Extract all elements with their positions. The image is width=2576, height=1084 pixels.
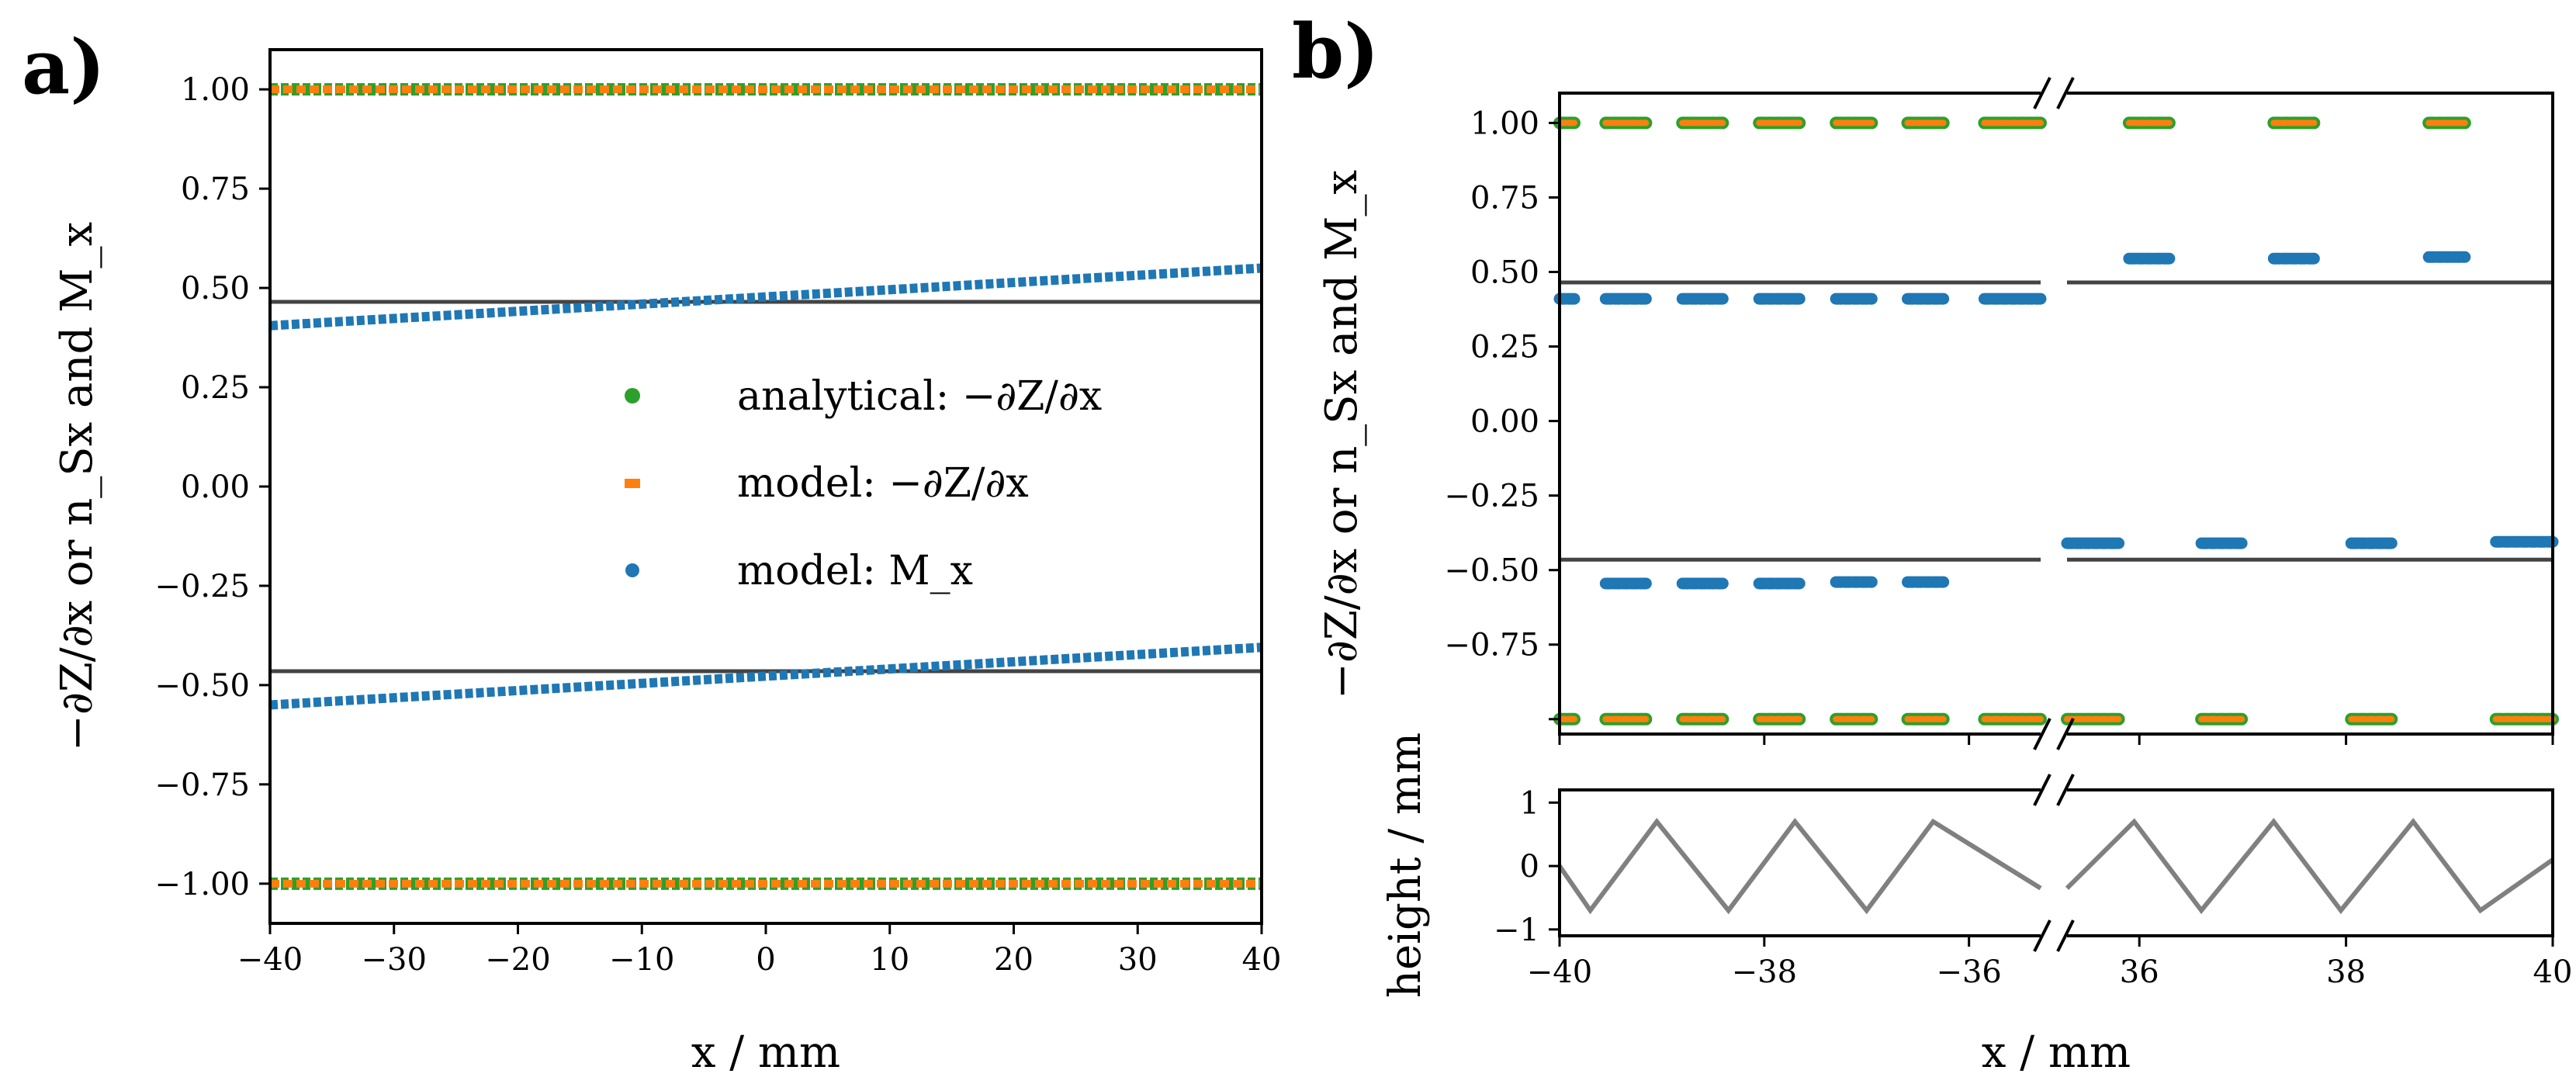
panel-b-top-frame-right xyxy=(2067,92,2554,736)
series-2-segment-1 xyxy=(269,642,1262,710)
panel-b-xlabel: x / mm xyxy=(1982,1027,2131,1078)
x-tick-label: 0 xyxy=(756,942,775,978)
panel-b-top-frame-left xyxy=(1558,92,2041,736)
y-tick-label: 1.00 xyxy=(181,72,250,108)
x-tick-label: −20 xyxy=(485,942,550,978)
x-tick-label: 30 xyxy=(1118,942,1158,978)
panel-b-bottom-frame-left xyxy=(1558,788,2041,937)
legend-marker-model-mx xyxy=(625,563,639,577)
x-tick-label: −40 xyxy=(1527,954,1592,990)
y-tick-label: −1.00 xyxy=(154,867,250,902)
x-tick-label: −40 xyxy=(237,942,303,978)
series-2-segment-0 xyxy=(269,263,1262,331)
panel-b-bottom-plot: 1 0 −1 −40 −38 −36 36 38 40 xyxy=(1494,774,2572,990)
y-tick-label: −0.25 xyxy=(1444,479,1539,514)
y-tick-label: 0.00 xyxy=(181,469,250,505)
panel-a-plot: −40 −30 −20 −10 0 10 20 30 40 1.00 0.75 0.50 0.25 0.… xyxy=(154,48,1282,978)
y-tick-label: 0.25 xyxy=(1470,330,1539,365)
x-tick-label: −36 xyxy=(1936,954,2001,990)
y-tick-label: −0.25 xyxy=(154,569,250,604)
y-tick-label: 0.25 xyxy=(181,370,250,406)
panel-b-label: b) xyxy=(1292,8,1380,95)
axis-break-marks-bottom xyxy=(2033,774,2075,952)
x-tick-label: 20 xyxy=(994,942,1034,978)
legend-label-model-mx: model: M_x xyxy=(737,548,973,594)
panel-b-bottom-frame-right xyxy=(2067,788,2554,937)
panel-b-top-ylabel: −∂Z/∂x or n_Sx and M_x xyxy=(1317,170,1367,699)
y-tick-label: 1.00 xyxy=(1470,106,1539,141)
panel-a-label: a) xyxy=(22,23,106,111)
x-tick-label: 10 xyxy=(870,942,909,978)
legend-label-analytical: analytical: −∂Z/∂x xyxy=(737,373,1102,420)
legend-label-model-dz: model: −∂Z/∂x xyxy=(737,460,1029,507)
y-tick-label: 0.75 xyxy=(181,171,250,207)
height-profile-segment-0 xyxy=(1557,817,2042,915)
y-tick-label: 1 xyxy=(1520,785,1539,821)
y-tick-label: 0.75 xyxy=(1470,180,1539,216)
panel-b-bottom-ylabel: height / mm xyxy=(1380,732,1431,998)
y-tick-label: −0.75 xyxy=(154,767,250,803)
x-tick-label: 40 xyxy=(1242,942,1282,978)
legend-marker-analytical xyxy=(625,388,640,403)
y-tick-label: −0.75 xyxy=(1444,628,1539,663)
y-tick-label: 0 xyxy=(1520,849,1539,885)
y-tick-label: −0.50 xyxy=(154,668,250,704)
x-tick-label: −30 xyxy=(362,942,427,978)
axis-break-marks-top xyxy=(2033,77,2075,750)
x-tick-label: 38 xyxy=(2326,954,2366,990)
y-tick-label: −1 xyxy=(1494,913,1539,948)
y-tick-label: 0.00 xyxy=(1470,404,1539,440)
panel-a-legend: analytical: −∂Z/∂x model: −∂Z/∂x model: … xyxy=(625,373,1102,594)
y-tick-label: −0.50 xyxy=(1444,553,1539,589)
panel-a-xlabel: x / mm xyxy=(691,1027,840,1078)
y-tick-label: 0.50 xyxy=(1470,255,1539,291)
legend-marker-model-dz xyxy=(625,479,640,488)
panel-a-ylabel: −∂Z/∂x or n_Sx and M_x xyxy=(52,222,102,751)
x-tick-label: −10 xyxy=(609,942,674,978)
y-tick-label: 0.50 xyxy=(181,271,250,306)
x-tick-label: −38 xyxy=(1732,954,1797,990)
panel-b-top-plot: 1.00 0.75 0.50 0.25 0.00 −0.25 −0.50 −0.75 xyxy=(1444,77,2559,750)
height-profile-segment-1 xyxy=(2065,818,2554,915)
x-tick-label: 36 xyxy=(2120,954,2159,990)
x-tick-label: 40 xyxy=(2533,954,2573,990)
